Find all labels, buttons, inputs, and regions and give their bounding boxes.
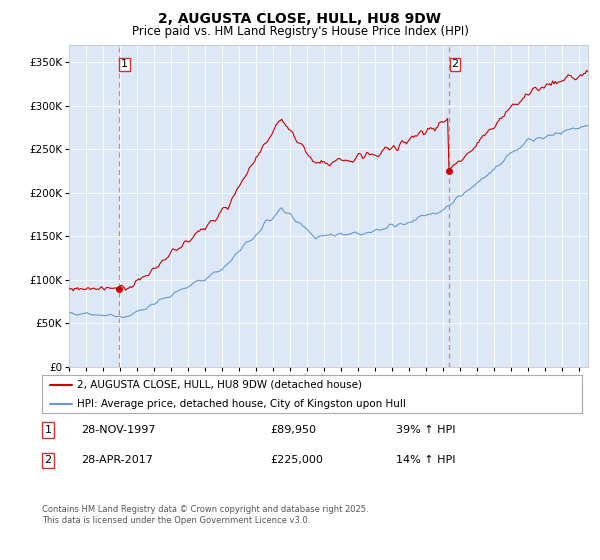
Text: 28-APR-2017: 28-APR-2017 <box>81 455 153 465</box>
Text: 2, AUGUSTA CLOSE, HULL, HU8 9DW (detached house): 2, AUGUSTA CLOSE, HULL, HU8 9DW (detache… <box>77 380 362 390</box>
Text: £89,950: £89,950 <box>270 425 316 435</box>
Text: Price paid vs. HM Land Registry's House Price Index (HPI): Price paid vs. HM Land Registry's House … <box>131 25 469 38</box>
Text: 2, AUGUSTA CLOSE, HULL, HU8 9DW: 2, AUGUSTA CLOSE, HULL, HU8 9DW <box>158 12 442 26</box>
Text: £225,000: £225,000 <box>270 455 323 465</box>
Text: 2: 2 <box>451 59 458 69</box>
Text: 1: 1 <box>44 425 52 435</box>
Text: 28-NOV-1997: 28-NOV-1997 <box>81 425 155 435</box>
Text: 1: 1 <box>121 59 128 69</box>
Text: 39% ↑ HPI: 39% ↑ HPI <box>396 425 455 435</box>
Text: 2: 2 <box>44 455 52 465</box>
Text: 14% ↑ HPI: 14% ↑ HPI <box>396 455 455 465</box>
Text: HPI: Average price, detached house, City of Kingston upon Hull: HPI: Average price, detached house, City… <box>77 399 406 409</box>
Text: Contains HM Land Registry data © Crown copyright and database right 2025.
This d: Contains HM Land Registry data © Crown c… <box>42 505 368 525</box>
